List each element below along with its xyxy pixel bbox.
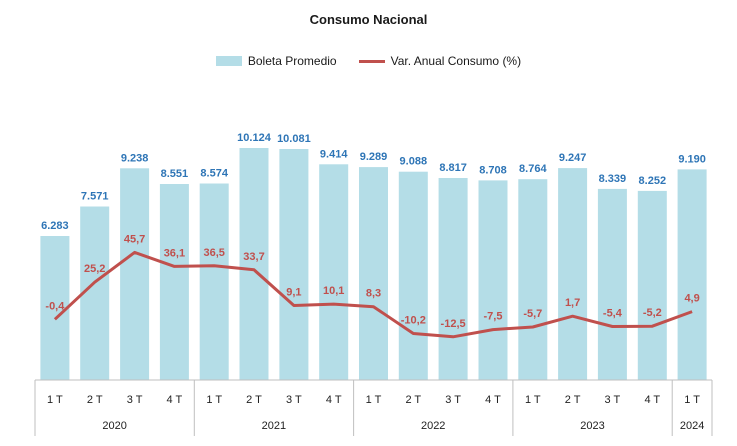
line-value-label: 4,9: [684, 293, 699, 305]
bar-value-label: 8.574: [200, 168, 228, 180]
bar-value-label: 6.283: [41, 220, 69, 232]
legend-swatch-line: [358, 59, 385, 63]
line-value-label: -7,5: [484, 311, 503, 323]
x-group-label: 2020: [102, 420, 126, 432]
line-series: [53, 250, 693, 339]
x-group-label: 2021: [262, 420, 286, 432]
x-tick-label: 3 T: [445, 394, 461, 406]
line-value-label: 36,5: [203, 247, 224, 259]
bar-value-label: 7.571: [81, 191, 109, 203]
line-value-label: -0,4: [45, 300, 65, 312]
line-value-label: -5,2: [643, 307, 662, 319]
x-group-label: 2024: [680, 420, 704, 432]
x-tick-label: 2 T: [405, 394, 421, 406]
line-value-label: 45,7: [124, 233, 145, 245]
bar-value-label: 9.414: [320, 148, 348, 160]
x-tick-label: 2 T: [565, 394, 581, 406]
bar-value-label: 9.247: [559, 152, 587, 164]
legend-swatch-bar: [215, 56, 242, 66]
bar-value-label: 8.339: [599, 173, 627, 185]
legend-item-bar: Boleta Promedio: [215, 54, 337, 68]
line-value-label: 36,1: [164, 247, 185, 259]
bar-value-label: 10.124: [237, 132, 272, 144]
bar: [558, 168, 588, 380]
line-value-label: 8,3: [366, 288, 381, 300]
x-tick-label: 1 T: [47, 394, 63, 406]
bar-value-label: 10.081: [277, 133, 311, 145]
bar: [677, 169, 707, 380]
bar: [637, 190, 667, 380]
chart-title: Consumo Nacional: [309, 12, 428, 27]
x-tick-label: 3 T: [127, 394, 143, 406]
line-value-label: -5,7: [523, 308, 542, 320]
bar-value-label: 8.551: [161, 168, 189, 180]
x-tick-label: 2 T: [246, 394, 262, 406]
bar-value-label: 8.708: [479, 164, 507, 176]
x-tick-label: 4 T: [644, 394, 660, 406]
x-tick-label: 1 T: [206, 394, 222, 406]
line-value-label: 9,1: [286, 287, 301, 299]
bar-value-label: 9.088: [400, 156, 428, 168]
x-tick-label: 4 T: [485, 394, 501, 406]
bar: [199, 183, 229, 380]
x-tick-label: 1 T: [525, 394, 541, 406]
x-tick-label: 4 T: [167, 394, 183, 406]
bar: [319, 164, 349, 380]
bar: [359, 167, 388, 380]
bar: [478, 180, 508, 380]
bar-value-label: 9.289: [360, 151, 388, 163]
bar-value-label: 9.238: [121, 152, 149, 164]
x-group-label: 2022: [421, 420, 445, 432]
legend-item-line: Var. Anual Consumo (%): [358, 54, 522, 68]
legend-label-bar: Boleta Promedio: [247, 54, 337, 68]
chart-legend: Boleta Promedio Var. Anual Consumo (%): [0, 54, 737, 68]
x-tick-label: 4 T: [326, 394, 342, 406]
bar: [398, 171, 428, 380]
line-value-label: -5,4: [603, 308, 623, 320]
line-value-label: -10,2: [401, 315, 426, 327]
bar-value-label: 8.252: [639, 175, 667, 187]
x-tick-label: 1 T: [366, 394, 382, 406]
x-tick-label: 1 T: [684, 394, 700, 406]
line-value-label: 33,7: [243, 251, 264, 263]
bar: [518, 179, 548, 380]
line-value-label: -12,5: [441, 318, 466, 330]
bar: [120, 168, 150, 380]
bar: [438, 178, 468, 380]
legend-label-line: Var. Anual Consumo (%): [390, 54, 522, 68]
bar-value-label: 8.817: [439, 162, 467, 174]
x-group-label: 2023: [580, 420, 604, 432]
line-value-label: 25,2: [84, 263, 105, 275]
bar: [159, 184, 189, 380]
x-tick-label: 3 T: [605, 394, 621, 406]
bar: [279, 149, 309, 380]
line-value-label: 10,1: [323, 285, 344, 297]
bar: [239, 148, 269, 380]
x-tick-label: 3 T: [286, 394, 302, 406]
line-value-label: 1,7: [565, 297, 580, 309]
bar-value-label: 8.764: [519, 163, 547, 175]
x-tick-label: 2 T: [87, 394, 103, 406]
bar: [597, 188, 627, 380]
bar: [40, 236, 70, 380]
bar-value-label: 9.190: [678, 153, 706, 165]
